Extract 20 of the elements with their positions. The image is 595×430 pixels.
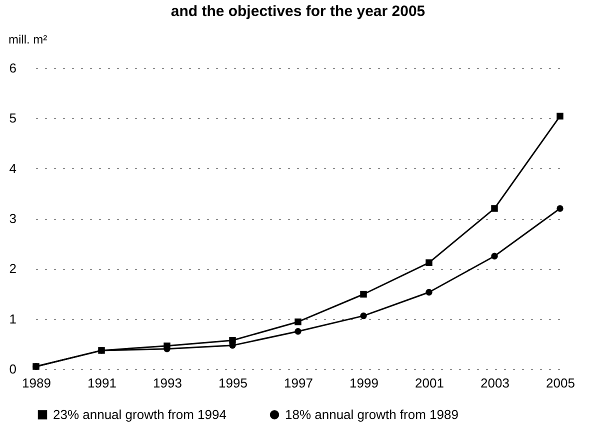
x-tick-label: 2001 xyxy=(415,376,444,390)
x-tick-label: 2003 xyxy=(480,376,510,390)
y-tick-label: 1 xyxy=(9,311,16,326)
chart-title: and the objectives for the year 2005 xyxy=(170,3,426,20)
y-tick-label: 5 xyxy=(9,110,16,126)
y-tick-label: 4 xyxy=(9,160,16,176)
legend-label: 18% annual growth from 1989 xyxy=(285,406,458,422)
x-tick-label: 1991 xyxy=(88,376,116,390)
x-tick-label: 2005 xyxy=(546,376,575,390)
legend-label: 23% annual growth from 1994 xyxy=(53,406,226,422)
x-tick-label: 1993 xyxy=(153,376,182,390)
x-tick-label: 1989 xyxy=(22,376,51,390)
y-tick-label: 6 xyxy=(9,60,16,76)
x-tick-label: 1995 xyxy=(218,376,248,390)
y-tick-label: 3 xyxy=(9,211,16,226)
y-tick-label: 2 xyxy=(9,261,16,276)
y-tick-label: 0 xyxy=(9,362,16,376)
x-tick-label: 1997 xyxy=(284,376,313,390)
x-tick-label: 1999 xyxy=(350,376,378,390)
y-axis-title: mill. m² xyxy=(8,32,48,46)
